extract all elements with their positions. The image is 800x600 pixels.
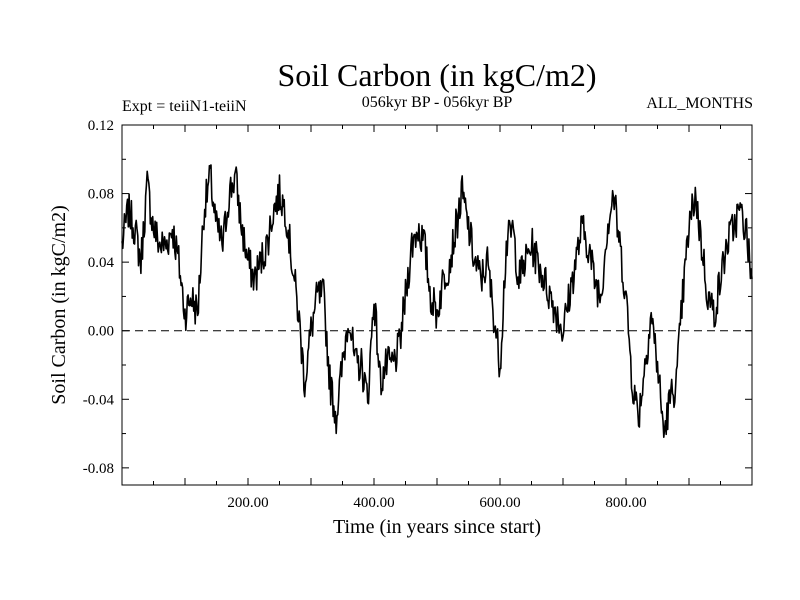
y-tick-label: 0.04 xyxy=(88,255,115,271)
x-tick-label: 200.00 xyxy=(227,495,268,511)
soil-carbon-series-line xyxy=(121,164,753,438)
x-axis-label: Time (in years since start) xyxy=(333,516,541,538)
x-tick-label: 400.00 xyxy=(353,495,394,511)
y-axis-label: Soil Carbon (in kgC/m2) xyxy=(48,205,70,404)
y-tick-label: 0.12 xyxy=(88,118,114,134)
experiment-label: Expt = teiiN1-teiiN xyxy=(122,98,247,115)
x-axis: 200.00 400.00 600.00 800.00 xyxy=(153,125,721,511)
x-tick-label: 600.00 xyxy=(479,495,520,511)
y-tick-label: -0.04 xyxy=(83,392,115,408)
chart-title: Soil Carbon (in kgC/m2) xyxy=(277,57,596,93)
y-axis: -0.08 -0.04 0.00 0.04 0.08 0.12 xyxy=(83,118,752,477)
y-tick-label: 0.08 xyxy=(88,187,114,203)
y-tick-label: 0.00 xyxy=(88,324,114,340)
plot-frame xyxy=(121,124,753,486)
months-label: ALL_MONTHS xyxy=(646,95,753,112)
x-tick-label: 800.00 xyxy=(605,495,646,511)
y-tick-label: -0.08 xyxy=(83,461,114,477)
period-label: 056kyr BP - 056kyr BP xyxy=(362,94,513,111)
